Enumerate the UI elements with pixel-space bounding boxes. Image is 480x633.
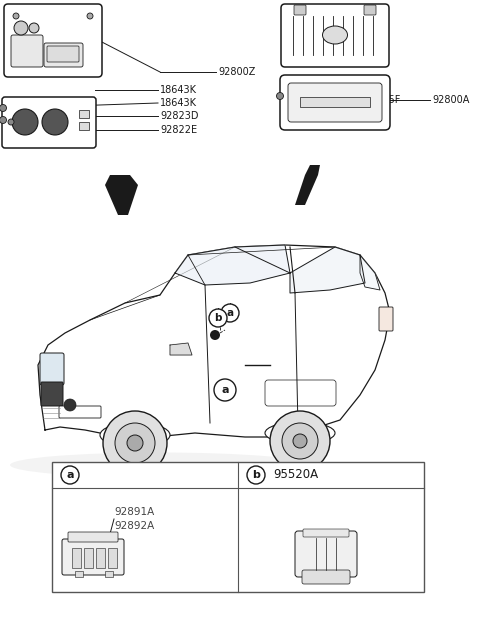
FancyBboxPatch shape [47, 46, 79, 62]
Text: b: b [214, 313, 222, 323]
Text: 18643K: 18643K [160, 85, 197, 95]
Circle shape [210, 330, 220, 340]
Circle shape [61, 466, 79, 484]
Polygon shape [105, 175, 138, 215]
Ellipse shape [10, 453, 310, 477]
Circle shape [221, 304, 239, 322]
Polygon shape [38, 245, 390, 437]
Bar [79, 110, 89, 118]
FancyBboxPatch shape [62, 539, 124, 575]
Bar [96, 548, 105, 568]
Circle shape [293, 434, 307, 448]
Text: a: a [227, 308, 234, 318]
Text: 18643K: 18643K [160, 98, 197, 108]
Circle shape [115, 423, 155, 463]
Circle shape [8, 119, 14, 125]
FancyBboxPatch shape [41, 382, 63, 406]
FancyBboxPatch shape [2, 97, 96, 148]
Circle shape [209, 309, 227, 327]
Polygon shape [170, 343, 192, 355]
FancyBboxPatch shape [280, 75, 390, 130]
Circle shape [12, 109, 38, 135]
Text: 92800A: 92800A [432, 95, 469, 105]
Text: 92892A: 92892A [114, 521, 154, 531]
Text: 92822E: 92822E [160, 125, 197, 135]
Text: a: a [221, 385, 229, 395]
Polygon shape [175, 245, 290, 285]
FancyBboxPatch shape [364, 5, 376, 15]
Circle shape [42, 109, 68, 135]
FancyBboxPatch shape [303, 529, 349, 537]
Polygon shape [290, 247, 365, 293]
Circle shape [14, 21, 28, 35]
FancyBboxPatch shape [44, 43, 83, 67]
Text: b: b [252, 470, 260, 480]
Bar [52, 462, 424, 592]
Polygon shape [360, 255, 380, 290]
Circle shape [13, 13, 19, 19]
FancyBboxPatch shape [288, 83, 382, 122]
Ellipse shape [265, 422, 335, 444]
FancyBboxPatch shape [4, 4, 102, 77]
Text: 95520A: 95520A [273, 468, 318, 482]
FancyBboxPatch shape [40, 353, 64, 385]
Circle shape [276, 92, 284, 99]
FancyBboxPatch shape [295, 531, 357, 577]
Circle shape [64, 399, 76, 411]
Circle shape [247, 466, 265, 484]
Circle shape [0, 104, 7, 111]
Bar [79, 122, 89, 130]
Text: 92891A: 92891A [114, 507, 154, 517]
Bar [72, 548, 81, 568]
Ellipse shape [100, 422, 170, 448]
Circle shape [282, 423, 318, 459]
FancyBboxPatch shape [302, 570, 350, 584]
Bar [105, 571, 113, 577]
Polygon shape [295, 165, 320, 205]
Bar [300, 97, 370, 107]
Ellipse shape [323, 26, 348, 44]
FancyBboxPatch shape [294, 5, 306, 15]
Circle shape [214, 379, 236, 401]
FancyBboxPatch shape [11, 35, 43, 67]
Circle shape [103, 411, 167, 475]
Circle shape [0, 116, 7, 123]
Bar [108, 548, 117, 568]
Circle shape [127, 435, 143, 451]
Circle shape [87, 13, 93, 19]
Text: 92823D: 92823D [160, 111, 199, 121]
FancyBboxPatch shape [281, 4, 389, 67]
Text: 18645F: 18645F [365, 95, 401, 105]
Text: 92800Z: 92800Z [218, 67, 255, 77]
Bar [84, 548, 93, 568]
Text: a: a [66, 470, 74, 480]
Bar [75, 571, 83, 577]
Circle shape [270, 411, 330, 471]
FancyBboxPatch shape [379, 307, 393, 331]
FancyBboxPatch shape [59, 406, 101, 418]
Circle shape [29, 23, 39, 33]
FancyBboxPatch shape [68, 532, 118, 542]
